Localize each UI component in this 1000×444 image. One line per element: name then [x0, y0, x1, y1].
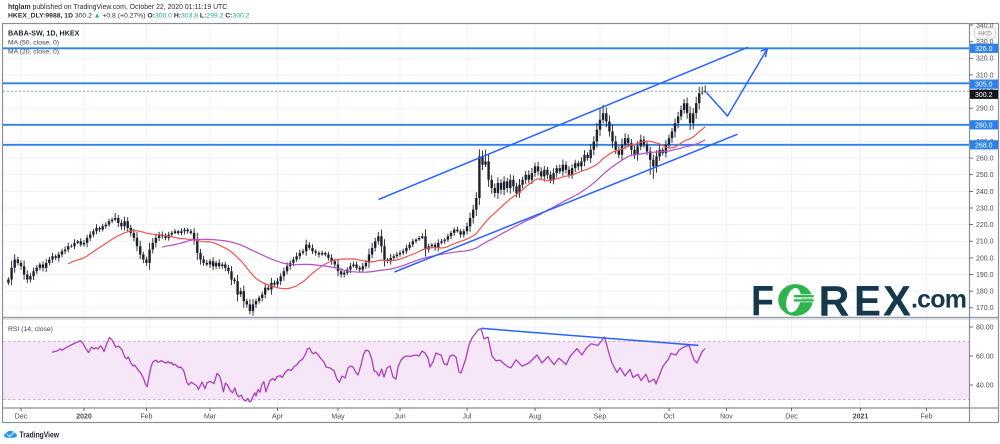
svg-text:Dec: Dec — [15, 414, 28, 421]
svg-text:170.0: 170.0 — [976, 305, 994, 312]
svg-text:40.00: 40.00 — [976, 382, 994, 389]
svg-text:260.0: 260.0 — [976, 156, 994, 163]
svg-text:HKEX_DLY:9988, 1D 300.2 ▲ +0.8: HKEX_DLY:9988, 1D 300.2 ▲ +0.8 (+0.27%) … — [8, 13, 250, 20]
svg-text:RSI (14, close): RSI (14, close) — [8, 326, 53, 333]
svg-text:290.0: 290.0 — [976, 106, 994, 113]
svg-text:htglam published on TradingVie: htglam published on TradingView.com, Oct… — [8, 4, 227, 11]
svg-text:310.0: 310.0 — [976, 72, 994, 79]
svg-text:May: May — [331, 414, 345, 421]
svg-text:80.00: 80.00 — [976, 324, 994, 331]
svg-text:220.0: 220.0 — [976, 222, 994, 229]
svg-text:326.0: 326.0 — [975, 46, 993, 53]
svg-text:280.0: 280.0 — [975, 122, 993, 129]
svg-text:Dec: Dec — [785, 414, 798, 421]
svg-text:MA (20, close, 0): MA (20, close, 0) — [8, 49, 59, 56]
svg-text:Nov: Nov — [720, 414, 733, 421]
svg-text:330.0: 330.0 — [976, 39, 994, 46]
svg-text:Sep: Sep — [594, 414, 607, 421]
svg-text:MA (50, close, 0): MA (50, close, 0) — [8, 40, 59, 47]
svg-text:340.0: 340.0 — [976, 22, 994, 29]
svg-text:.com: .com — [911, 286, 966, 314]
svg-text:320.0: 320.0 — [976, 56, 994, 63]
svg-text:Oct: Oct — [664, 414, 675, 421]
svg-text:Feb: Feb — [920, 414, 932, 421]
svg-text:60.00: 60.00 — [976, 353, 994, 360]
svg-text:305.0: 305.0 — [975, 82, 993, 89]
svg-text:Jun: Jun — [394, 414, 405, 421]
svg-text:Jul: Jul — [463, 414, 472, 421]
svg-text:Aug: Aug — [529, 414, 542, 421]
svg-text:BABA-SW, 1D, HKEX: BABA-SW, 1D, HKEX — [8, 29, 80, 38]
svg-text:TradingView: TradingView — [20, 429, 60, 439]
svg-text:2021: 2021 — [853, 414, 869, 421]
svg-text:Feb: Feb — [140, 414, 152, 421]
svg-text:210.0: 210.0 — [976, 239, 994, 246]
svg-text:268.0: 268.0 — [975, 142, 993, 149]
svg-text:250.0: 250.0 — [976, 172, 994, 179]
svg-text:190.0: 190.0 — [976, 272, 994, 279]
svg-text:300.2: 300.2 — [975, 92, 993, 99]
svg-text:240.0: 240.0 — [976, 189, 994, 196]
svg-text:2020: 2020 — [76, 414, 92, 421]
svg-text:R: R — [819, 279, 850, 326]
svg-text:F: F — [751, 279, 774, 326]
svg-text:200.0: 200.0 — [976, 255, 994, 262]
svg-text:Mar: Mar — [204, 414, 217, 421]
svg-text:E: E — [854, 279, 881, 326]
svg-text:HKD: HKD — [978, 31, 992, 38]
svg-text:180.0: 180.0 — [976, 289, 994, 296]
svg-text:X: X — [883, 279, 911, 326]
svg-text:230.0: 230.0 — [976, 205, 994, 212]
svg-text:Apr: Apr — [272, 414, 284, 421]
